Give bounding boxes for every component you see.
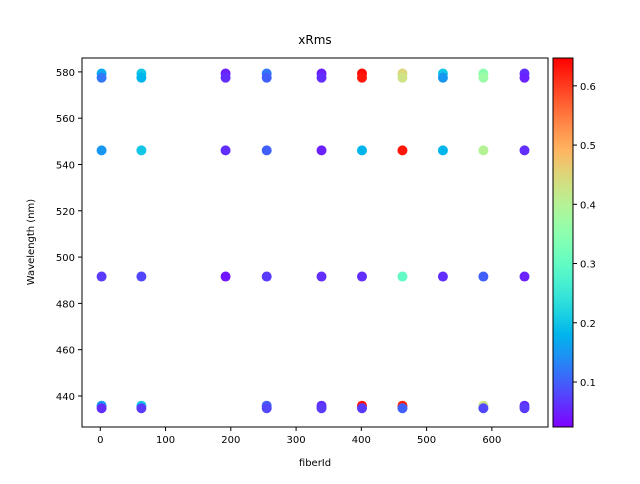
point — [478, 271, 489, 282]
y-tick-label: 500 — [56, 253, 75, 264]
point — [356, 145, 367, 156]
point — [96, 72, 107, 83]
point — [356, 72, 367, 83]
point — [437, 145, 448, 156]
x-axis-label: fiberId — [299, 458, 331, 469]
x-tick-label: 300 — [287, 435, 306, 446]
point — [478, 145, 489, 156]
point — [136, 271, 147, 282]
point — [316, 403, 327, 414]
y-tick-label: 520 — [56, 207, 75, 218]
point — [220, 145, 231, 156]
point — [220, 271, 231, 282]
y-tick-label: 460 — [56, 346, 75, 357]
point — [478, 403, 489, 414]
point — [96, 271, 107, 282]
point — [261, 145, 272, 156]
x-tick-label: 0 — [97, 435, 103, 446]
x-tick-label: 400 — [352, 435, 371, 446]
point — [519, 72, 530, 83]
y-tick-label: 540 — [56, 160, 75, 171]
point — [356, 403, 367, 414]
colorbar-tick-label: 0.3 — [580, 260, 596, 271]
point — [397, 145, 408, 156]
plot-frame — [81, 57, 549, 428]
point — [96, 403, 107, 414]
point — [437, 271, 448, 282]
point — [220, 72, 231, 83]
point — [96, 145, 107, 156]
point — [136, 403, 147, 414]
point — [397, 403, 408, 414]
point — [519, 145, 530, 156]
x-tick-label: 500 — [417, 435, 436, 446]
point — [316, 145, 327, 156]
x-tick-label: 600 — [482, 435, 501, 446]
x-tick-label: 200 — [221, 435, 240, 446]
chart-title: xRms — [298, 33, 331, 47]
point — [397, 271, 408, 282]
point — [261, 271, 272, 282]
y-tick-label: 560 — [56, 114, 75, 125]
colorbar-tick-label: 0.6 — [580, 82, 596, 93]
point — [136, 145, 147, 156]
colorbar — [552, 57, 574, 428]
point — [356, 271, 367, 282]
colorbar-tick-label: 0.2 — [580, 319, 596, 330]
y-axis-label: Wavelength (nm) — [26, 199, 37, 285]
point — [316, 271, 327, 282]
colorbar-tick-label: 0.1 — [580, 378, 596, 389]
x-tick-label: 100 — [156, 435, 175, 446]
point — [397, 72, 408, 83]
colorbar-tick-label: 0.4 — [580, 200, 596, 211]
point — [478, 72, 489, 83]
point — [136, 72, 147, 83]
point — [261, 403, 272, 414]
point — [316, 72, 327, 83]
point — [261, 72, 272, 83]
y-tick-label: 580 — [56, 68, 75, 79]
point — [519, 271, 530, 282]
colorbar-tick-label: 0.5 — [580, 141, 596, 152]
point — [519, 403, 530, 414]
y-tick-label: 440 — [56, 392, 75, 403]
point — [437, 72, 448, 83]
y-tick-label: 480 — [56, 299, 75, 310]
